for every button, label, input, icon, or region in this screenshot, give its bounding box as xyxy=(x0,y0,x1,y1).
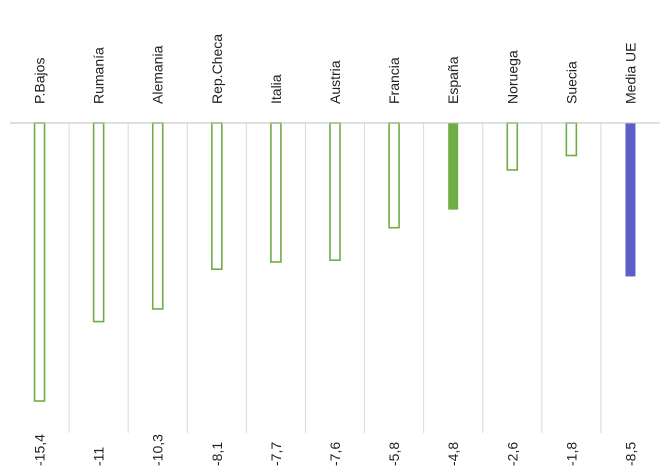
category-labels: P.Bajos Rumanía Alemania Rep.Checa Italia Aus… xyxy=(32,34,639,104)
bar-espa-a xyxy=(448,123,459,210)
data-label: -11 xyxy=(91,447,107,466)
bar-italia xyxy=(270,122,282,263)
category-label: Suecia xyxy=(563,61,579,104)
bar-rep-checa xyxy=(211,122,223,271)
category-label: P.Bajos xyxy=(32,58,48,104)
bar-noruega xyxy=(506,122,519,171)
data-label: -1,8 xyxy=(563,442,579,466)
bar-ruman-a xyxy=(92,122,105,323)
data-label: -15,4 xyxy=(32,434,48,466)
category-label: Media UE xyxy=(622,43,638,104)
bar-austria xyxy=(329,122,341,261)
data-label: -10,3 xyxy=(150,434,166,466)
bars-group xyxy=(33,122,636,402)
data-label: -7,7 xyxy=(268,442,284,466)
category-label: Noruega xyxy=(504,50,520,104)
bar-suecia xyxy=(565,122,578,157)
data-label: -2,6 xyxy=(504,442,520,466)
column-separators xyxy=(68,123,602,433)
data-label: -7,6 xyxy=(327,442,343,466)
data-label: -5,8 xyxy=(386,442,402,466)
data-label: -4,8 xyxy=(445,442,461,466)
category-label: Rumanía xyxy=(91,47,107,104)
category-label: Francia xyxy=(386,57,402,104)
data-label: -8,1 xyxy=(209,442,225,466)
category-label: España xyxy=(445,56,461,104)
bar-media-ue xyxy=(625,123,636,277)
bar-francia xyxy=(388,122,400,229)
category-label: Rep.Checa xyxy=(209,34,225,104)
bar-alemania xyxy=(151,122,164,310)
category-label: Austria xyxy=(327,60,343,104)
category-label: Alemania xyxy=(150,45,166,104)
category-label: Italia xyxy=(268,74,284,104)
data-label: -8,5 xyxy=(622,442,638,466)
data-labels: -15,4 -11 -10,3 -8,1 -7,7 -7,6 -5,8 -4,8 -2,6 -1,… xyxy=(32,434,639,466)
bar-p-bajos xyxy=(33,122,46,402)
